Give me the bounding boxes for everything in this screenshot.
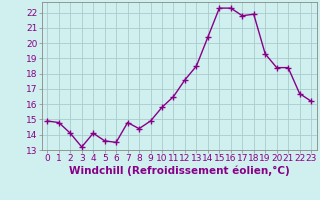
X-axis label: Windchill (Refroidissement éolien,°C): Windchill (Refroidissement éolien,°C) bbox=[69, 166, 290, 176]
